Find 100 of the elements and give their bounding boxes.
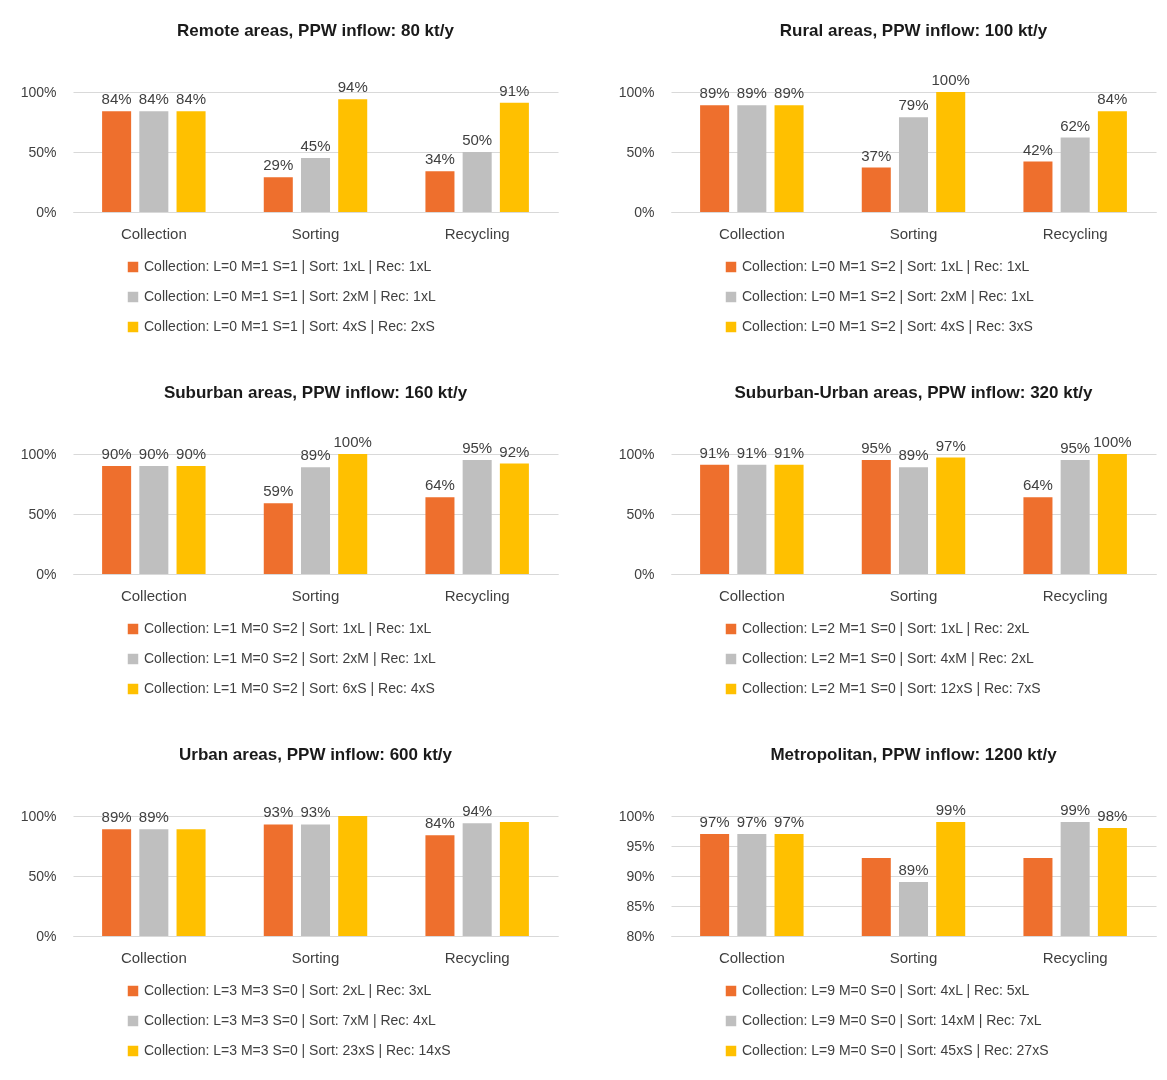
bar	[774, 105, 804, 212]
data-label: 64%	[1022, 476, 1053, 494]
data-label: 91%	[736, 443, 767, 461]
bar	[425, 497, 455, 574]
bar	[936, 457, 966, 574]
bar	[499, 822, 529, 936]
data-label: 84%	[176, 90, 207, 108]
data-label: 91%	[699, 443, 730, 461]
legend-label: Collection: L=0 M=1 S=2 | Sort: 4xS | Rec: 3xS	[742, 318, 1033, 334]
bar	[462, 152, 492, 212]
y-tick-label: 100%	[618, 83, 655, 100]
legend-label: Collection: L=2 M=1 S=0 | Sort: 1xL | Rec: 2xL	[742, 620, 1030, 636]
chart-title: Suburban areas, PPW inflow: 160 kt/y	[163, 383, 468, 402]
x-tick-label: Collection	[120, 948, 187, 966]
bar	[338, 454, 368, 574]
data-label: 79%	[898, 96, 929, 114]
y-tick-label: 0%	[634, 203, 655, 220]
legend-label: Collection: L=3 M=3 S=0 | Sort: 2xL | Rec: 3xL	[144, 982, 432, 998]
x-tick-label: Recycling	[1042, 224, 1108, 242]
legend-label: Collection: L=9 M=0 S=0 | Sort: 45xS | Rec: 27xS	[742, 1042, 1049, 1058]
x-tick-label: Recycling	[444, 224, 510, 242]
bar	[300, 824, 331, 936]
chart-title: Urban areas, PPW inflow: 600 kt/y	[178, 745, 453, 765]
bar	[1097, 454, 1127, 574]
bar	[338, 99, 368, 212]
bar	[139, 111, 169, 212]
data-label: 95%	[1060, 439, 1091, 456]
data-label: 99%	[935, 801, 966, 818]
data-label: 94%	[337, 78, 368, 96]
bar	[462, 460, 492, 574]
data-label: 100%	[931, 71, 970, 88]
data-label: 64%	[424, 476, 455, 494]
x-tick-label: Recycling	[444, 586, 510, 604]
data-label: 89%	[898, 446, 929, 464]
bar	[263, 824, 293, 936]
data-label: 84%	[1097, 90, 1128, 108]
x-tick-label: Sorting	[291, 586, 340, 604]
bar	[1023, 161, 1053, 212]
data-label: 95%	[861, 439, 892, 456]
legend-label: Collection: L=9 M=0 S=0 | Sort: 4xL | Rec: 5xL	[742, 982, 1030, 998]
y-tick-label: 100%	[20, 83, 57, 100]
bar	[176, 466, 206, 574]
legend-label: Collection: L=3 M=3 S=0 | Sort: 23xS | Rec: 14xS	[144, 1042, 451, 1058]
data-label: 89%	[138, 808, 169, 826]
y-tick-label: 100%	[20, 445, 57, 462]
data-label: 90%	[101, 445, 132, 462]
x-tick-label: Recycling	[1042, 948, 1108, 966]
bar	[861, 460, 891, 574]
bar	[462, 823, 492, 936]
bar	[300, 467, 331, 574]
x-tick-label: Sorting	[291, 224, 340, 242]
bar	[737, 464, 767, 574]
data-label: 94%	[462, 802, 493, 820]
bar	[774, 464, 804, 574]
y-tick-label: 0%	[634, 565, 655, 582]
y-tick-label: 100%	[618, 807, 655, 824]
data-label: 93%	[300, 803, 331, 821]
y-tick-label: 50%	[28, 505, 57, 522]
data-label: 34%	[424, 150, 455, 168]
bar	[102, 111, 132, 212]
y-tick-label: 95%	[626, 837, 655, 854]
legend-label: Collection: L=0 M=1 S=1 | Sort: 4xS | Rec: 2xS	[144, 318, 435, 334]
bar	[102, 829, 132, 936]
data-label: 42%	[1022, 140, 1053, 158]
bar	[425, 835, 455, 936]
chart-title: Remote areas, PPW inflow: 80 kt/y	[177, 21, 455, 41]
data-label: 93%	[263, 803, 294, 821]
data-label: 59%	[263, 482, 294, 500]
bar	[499, 463, 529, 574]
data-label: 62%	[1060, 116, 1091, 134]
data-label: 100%	[333, 433, 372, 450]
data-label: 97%	[699, 813, 730, 830]
data-label: 97%	[736, 813, 767, 830]
data-label: 100%	[1093, 433, 1132, 450]
chart-title: Metropolitan, PPW inflow: 1200 kt/y	[770, 745, 1058, 764]
x-tick-label: Sorting	[889, 224, 938, 242]
bar	[861, 167, 891, 212]
y-tick-label: 0%	[36, 565, 57, 582]
bar	[1097, 111, 1127, 212]
data-label: 84%	[424, 814, 455, 832]
data-label: 89%	[774, 84, 805, 102]
legend-label: Collection: L=1 M=0 S=2 | Sort: 2xM | Rec: 1xL	[144, 650, 436, 666]
data-label: 91%	[499, 81, 530, 99]
y-tick-label: 50%	[28, 143, 57, 160]
x-tick-label: Recycling	[1042, 586, 1108, 604]
bar	[898, 467, 929, 574]
bar	[499, 102, 529, 212]
bar	[936, 92, 966, 212]
legend-label: Collection: L=0 M=1 S=1 | Sort: 2xM | Rec: 1xL	[144, 288, 436, 304]
y-tick-label: 80%	[626, 927, 655, 944]
bar	[102, 466, 132, 574]
data-label: 89%	[101, 808, 132, 826]
bar	[300, 158, 331, 212]
x-tick-label: Recycling	[444, 948, 510, 966]
data-label: 84%	[138, 90, 169, 108]
x-tick-label: Collection	[120, 586, 187, 604]
legend-label: Collection: L=3 M=3 S=0 | Sort: 7xM | Rec: 4xL	[144, 1012, 436, 1028]
legend-label: Collection: L=2 M=1 S=0 | Sort: 4xM | Rec: 2xL	[742, 650, 1034, 666]
data-label: 89%	[699, 84, 730, 102]
legend-label: Collection: L=2 M=1 S=0 | Sort: 12xS | Rec: 7xS	[742, 680, 1041, 696]
